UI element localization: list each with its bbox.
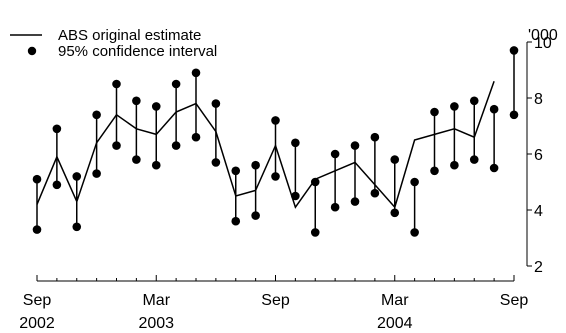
- ci-upper-point: [72, 172, 82, 181]
- ci-lower-point: [469, 155, 479, 164]
- y-tick-label: 4: [534, 203, 543, 220]
- y-tick-label: 2: [534, 259, 543, 276]
- ci-upper-point: [310, 177, 320, 187]
- legend-label-estimate: ABS original estimate: [58, 27, 201, 44]
- y-tick-label: 10: [534, 35, 552, 52]
- ci-lower-point: [251, 211, 260, 220]
- ci-lower-point: [430, 166, 439, 176]
- ci-lower-point: [211, 158, 221, 167]
- ci-lower-point: [350, 197, 360, 206]
- x-tick-label-year: 2003: [138, 315, 174, 332]
- legend-label-ci: 95% confidence interval: [58, 43, 217, 60]
- ci-upper-point: [271, 116, 280, 125]
- ci-lower-point: [92, 169, 101, 178]
- x-tick-label-month: Mar: [142, 292, 170, 309]
- ci-upper-point: [489, 104, 499, 114]
- ci-lower-point: [410, 228, 419, 237]
- ci-upper-point: [92, 110, 101, 120]
- ci-upper-point: [112, 79, 121, 89]
- x-tick-label-month: Sep: [500, 292, 529, 309]
- ci-upper-point: [430, 107, 439, 117]
- x-tick-label-month: Sep: [23, 292, 52, 309]
- ci-upper-point: [211, 99, 221, 108]
- legend: ABS original estimate 95% confidence int…: [10, 27, 217, 60]
- ci-upper-point: [469, 96, 479, 106]
- ci-upper-point: [330, 149, 340, 159]
- ci-upper-point: [291, 138, 300, 148]
- ci-upper-point: [390, 155, 400, 164]
- ci-upper-point: [32, 174, 42, 184]
- ci-upper-point: [132, 96, 141, 106]
- x-tick-label-year: 2004: [377, 315, 413, 332]
- ci-lower-point: [112, 141, 121, 150]
- ci-upper-point: [231, 166, 241, 176]
- ci-lower-point: [390, 208, 400, 218]
- axes: 2 4 6 8 10 Sep 2002 Mar 2003 Sep Mar 2004 Sep: [19, 35, 552, 332]
- ci-upper-point: [370, 132, 380, 142]
- ci-upper-point: [151, 102, 161, 111]
- ci-lower-point: [330, 202, 340, 212]
- x-tick-label-month: Sep: [261, 292, 290, 309]
- ci-lower-point: [509, 110, 519, 120]
- ci-upper-point: [251, 160, 260, 170]
- ci-upper-point: [450, 102, 459, 111]
- y-axis-unit-label: '000: [528, 27, 558, 44]
- ci-lower-point: [489, 163, 499, 173]
- y-tick-label: 8: [534, 91, 543, 108]
- ci-lower-point: [310, 228, 320, 237]
- ci-lower-point: [52, 180, 62, 190]
- ci-upper-point: [509, 46, 519, 55]
- ci-lower-point: [450, 160, 459, 170]
- ci-upper-point: [52, 124, 62, 134]
- ci-lower-point: [132, 155, 141, 164]
- ci-lower-point: [231, 216, 241, 226]
- ci-lower-point: [72, 222, 82, 232]
- ci-upper-point: [350, 141, 360, 150]
- ci-lower-point: [171, 141, 181, 150]
- x-tick-label-year: 2002: [19, 315, 55, 332]
- ci-lower-point: [370, 188, 380, 198]
- plot-area: [32, 46, 519, 237]
- ci-lower-point: [191, 132, 201, 142]
- ci-upper-point: [171, 79, 181, 89]
- ci-lower-point: [32, 225, 42, 234]
- ci-upper-point: [410, 177, 419, 187]
- estimate-line: [36, 80, 495, 209]
- ci-lower-point: [271, 172, 280, 181]
- ci-upper-point: [191, 68, 201, 78]
- y-tick-label: 6: [534, 147, 543, 164]
- x-tick-label-month: Mar: [381, 292, 409, 309]
- legend-dot-swatch: [27, 46, 37, 56]
- ci-lower-point: [151, 160, 161, 170]
